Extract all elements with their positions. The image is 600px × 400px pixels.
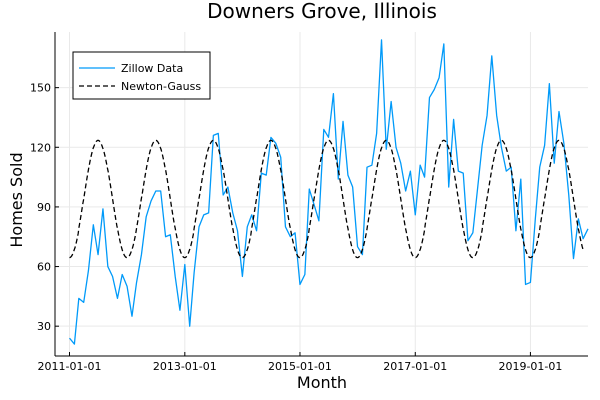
series-line-newton-gauss — [69, 139, 584, 259]
x-tick-label: 2011-01-01 — [38, 360, 102, 373]
y-tick-label: 30 — [37, 320, 51, 333]
x-tick-labels: 2011-01-01 2013-01-01 2015-01-01 2017-01-01… — [38, 360, 563, 373]
series-line-zillow — [69, 39, 589, 345]
y-axis-title: Homes Sold — [7, 152, 26, 247]
legend: Zillow Data Newton-Gauss — [72, 51, 211, 100]
series — [69, 39, 589, 345]
axes — [54, 32, 588, 357]
y-tick-label: 60 — [37, 261, 51, 274]
chart-title: Downers Grove, Illinois — [207, 0, 437, 23]
x-tick-label: 2019-01-01 — [498, 360, 562, 373]
x-tick-label: 2013-01-01 — [153, 360, 217, 373]
y-tick-labels: 30 60 90 120 150 — [30, 82, 51, 334]
y-tick-label: 150 — [30, 82, 51, 95]
x-tick-label: 2017-01-01 — [383, 360, 447, 373]
x-axis-title: Month — [297, 373, 347, 392]
x-tick-label: 2015-01-01 — [268, 360, 332, 373]
legend-label-zillow: Zillow Data — [121, 62, 183, 75]
legend-label-newton: Newton-Gauss — [121, 80, 201, 93]
y-tick-label: 90 — [37, 201, 51, 214]
y-tick-label: 120 — [30, 141, 51, 154]
legend-box — [72, 51, 211, 100]
